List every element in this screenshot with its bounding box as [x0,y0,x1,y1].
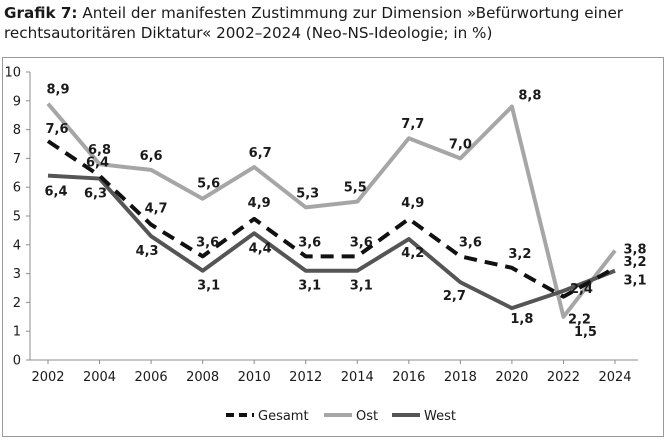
data-label-west: 4,3 [136,244,159,259]
y-tick-label: 5 [13,210,21,225]
x-tick-label: 2004 [83,370,116,385]
data-label-ost: 6,8 [88,143,111,158]
y-tick-label: 7 [13,152,21,167]
title-text: Anteil der manifesten Zustimmung zur Dim… [4,4,624,42]
y-tick-label: 2 [13,296,21,311]
data-label-west: 3,1 [298,279,321,294]
x-tick-label: 2012 [289,370,322,385]
data-label-west: 3,1 [197,279,220,294]
data-label-ost: 7,0 [449,137,472,152]
data-label-gesamt: 3,6 [459,235,482,250]
x-tick-label: 2010 [238,370,271,385]
x-tick-label: 2018 [444,370,477,385]
data-label-ost: 7,7 [401,117,424,132]
figure-number: Grafik 7: [4,4,78,22]
data-label-gesamt: 3,6 [196,235,219,250]
data-label-west: 3,1 [623,274,646,289]
data-label-ost: 8,8 [518,89,541,104]
data-label-ost: 5,6 [197,177,220,192]
data-label-west: 2,7 [443,289,466,304]
x-tick-label: 2006 [135,370,168,385]
y-tick-label: 4 [13,238,21,253]
legend-label-west: West [424,409,456,424]
y-tick-label: 1 [13,325,21,340]
data-label-west: 6,4 [44,185,67,200]
series-line-ost [46,102,617,319]
data-label-ost: 5,5 [344,181,367,196]
chart-frame [2,57,664,437]
data-label-west: 4,2 [401,246,424,261]
y-tick-label: 3 [13,267,21,282]
data-label-ost: 3,8 [623,243,646,258]
data-label-ost: 1,5 [574,325,597,340]
data-label-west: 6,3 [84,187,107,202]
series-line-gesamt [46,139,616,299]
x-tick-label: 2014 [341,370,374,385]
data-label-gesamt: 3,2 [623,255,646,270]
legend-label-ost: Ost [356,409,378,424]
data-label-gesamt: 6,4 [86,156,109,171]
data-label-west: 1,8 [510,312,533,327]
data-label-ost: 5,3 [296,186,319,201]
data-label-gesamt: 3,6 [298,235,321,250]
data-label-ost: 8,9 [46,83,69,98]
x-tick-label: 2020 [495,370,528,385]
data-label-gesamt: 4,7 [145,202,168,217]
data-label-gesamt: 3,2 [508,247,531,262]
y-tick-label: 10 [4,66,21,81]
x-tick-label: 2022 [547,370,580,385]
data-label-gesamt: 3,6 [350,235,373,250]
legend-label-gesamt: Gesamt [258,409,309,424]
chart-title: Grafik 7: Anteil der manifesten Zustimmu… [4,3,666,43]
data-label-gesamt: 4,9 [248,196,271,211]
x-tick-label: 2008 [186,370,219,385]
data-label-gesamt: 4,9 [401,196,424,211]
data-label-ost: 6,7 [249,146,272,161]
data-label-west: 3,1 [350,279,373,294]
series-line-west [47,173,616,311]
x-tick-label: 2016 [392,370,425,385]
data-label-west: 2,4 [570,282,593,297]
x-tick-label: 2024 [598,370,631,385]
y-tick-label: 0 [13,354,21,369]
y-tick-label: 6 [13,181,21,196]
y-tick-label: 8 [13,123,21,138]
data-label-ost: 6,6 [140,149,163,164]
x-tick-label: 2002 [31,370,64,385]
data-label-gesamt: 7,6 [45,122,68,137]
data-label-west: 4,4 [249,241,272,256]
y-tick-label: 9 [13,94,21,109]
data-label-gesamt: 2,2 [568,313,591,328]
